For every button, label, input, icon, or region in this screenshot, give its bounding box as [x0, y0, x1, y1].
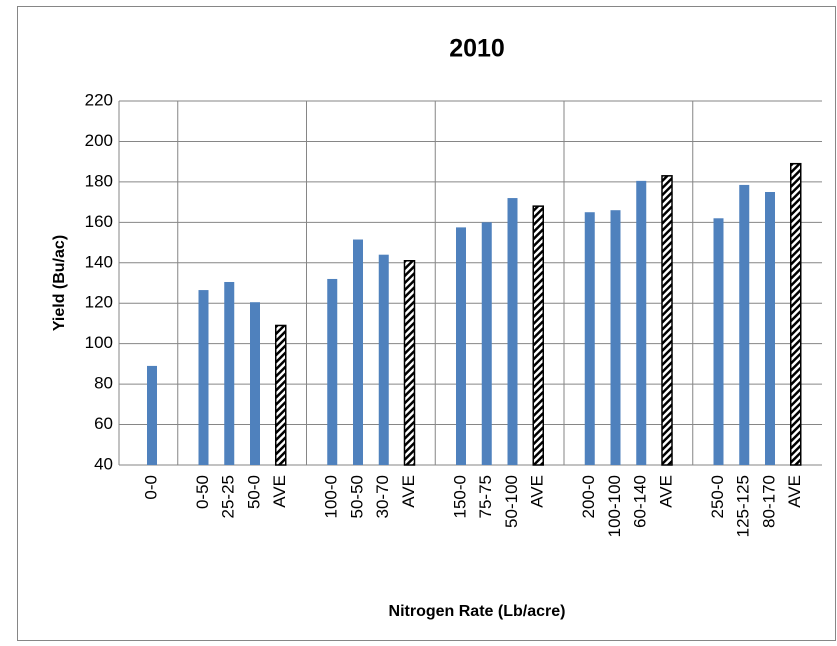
- x-tick-label: 75-75: [476, 475, 495, 518]
- bar: [198, 290, 209, 465]
- bar: [636, 180, 647, 465]
- bar: [327, 278, 338, 465]
- bar: [481, 222, 492, 465]
- bar: [224, 281, 235, 465]
- y-tick-label: 60: [94, 414, 113, 433]
- bar: [661, 175, 673, 466]
- x-tick-label: 50-0: [244, 475, 263, 509]
- y-tick-label: 220: [85, 90, 113, 109]
- x-tick-label: AVE: [785, 475, 804, 508]
- y-tick-label: 40: [94, 454, 113, 473]
- x-tick-label: 250-0: [708, 475, 727, 518]
- bar: [584, 212, 595, 465]
- bar: [790, 162, 802, 466]
- x-tick-label: 150-0: [450, 475, 469, 518]
- bar: [353, 239, 363, 465]
- x-tick-label: 100-0: [322, 475, 341, 518]
- bar: [713, 218, 724, 465]
- y-tick-label: 140: [85, 252, 113, 271]
- x-tick-label: 0-50: [193, 475, 212, 509]
- y-tick-label: 80: [94, 374, 113, 393]
- x-tick-label: 50-50: [347, 475, 366, 518]
- x-tick-label: 125-125: [734, 475, 753, 537]
- bar: [765, 192, 775, 465]
- bar: [275, 324, 287, 466]
- y-axis-title: Yield (Bu/ac): [51, 235, 68, 331]
- x-axis-title: Nitrogen Rate (Lb/acre): [389, 603, 566, 620]
- bar: [456, 227, 466, 465]
- y-tick-label: 160: [85, 212, 113, 231]
- bar: [739, 184, 750, 465]
- x-tick-label: AVE: [656, 475, 675, 508]
- chart-title: 2010: [449, 35, 505, 63]
- x-tick-label: 50-100: [502, 475, 521, 528]
- bar: [250, 302, 260, 465]
- x-tick-label: AVE: [399, 475, 418, 508]
- chart-frame: [17, 6, 836, 641]
- x-tick-label: 100-100: [605, 475, 624, 537]
- bar: [610, 210, 621, 465]
- x-tick-label: 30-70: [373, 475, 392, 518]
- x-tick-label: 25-25: [219, 475, 238, 518]
- y-tick-label: 180: [85, 171, 113, 190]
- x-tick-label: 200-0: [579, 475, 598, 518]
- y-tick-label: 200: [85, 131, 113, 150]
- x-tick-label: 60-140: [631, 475, 650, 528]
- x-tick-label: 0-0: [141, 475, 160, 500]
- y-tick-label: 120: [85, 293, 113, 312]
- x-tick-label: 80-170: [759, 475, 778, 528]
- x-tick-label: AVE: [528, 475, 547, 508]
- bar: [507, 198, 518, 466]
- y-tick-label: 100: [85, 333, 113, 352]
- bar: [378, 254, 389, 465]
- bar: [532, 205, 544, 466]
- bar: [403, 260, 416, 466]
- bar: [147, 365, 157, 465]
- x-tick-label: AVE: [270, 475, 289, 508]
